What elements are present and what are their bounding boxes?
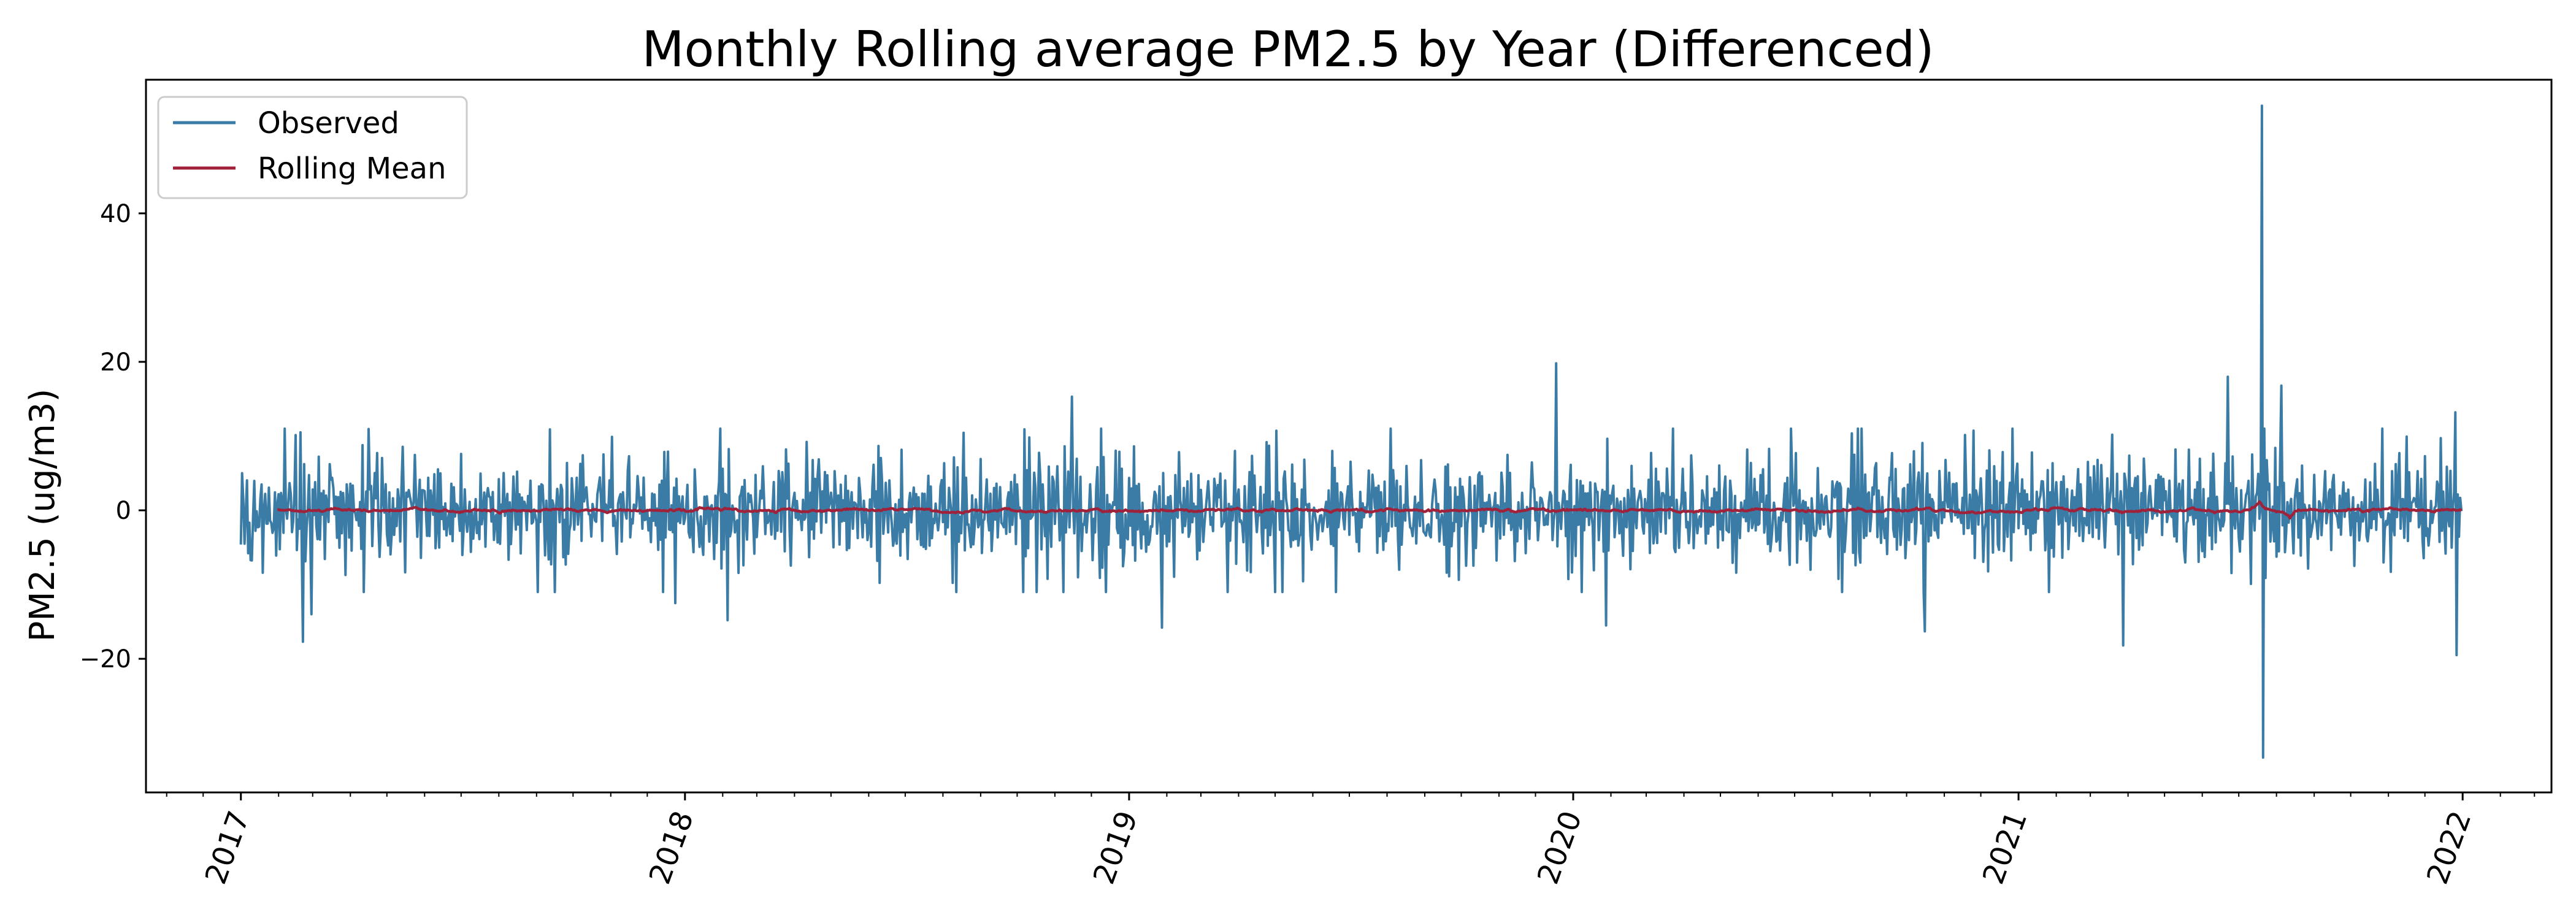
x-tick-label: 2020 [1531,807,1589,889]
series-rolling-mean-line [277,500,2463,520]
legend-label-rolling-mean: Rolling Mean [258,151,447,186]
x-tick-label: 2017 [199,807,256,889]
y-tick-label: 40 [100,200,131,228]
series-layer [239,104,2463,759]
series-observed-line [239,104,2463,759]
x-tick-label: 2021 [1976,807,2034,889]
y-axis: −20 0 20 40 [80,200,146,673]
plot-frame [145,79,2553,794]
y-tick-label: −20 [80,645,131,673]
x-tick-label: 2019 [1087,807,1144,889]
x-tick-label: 2022 [2420,807,2478,889]
legend-label-observed: Observed [258,106,399,140]
legend: Observed Rolling Mean [157,96,468,199]
y-tick-label: 0 [116,497,131,525]
y-axis-label: PM2.5 (ug/m3) [23,389,63,642]
x-tick-label: 2018 [643,807,700,889]
x-axis: 2017 2018 2019 2020 2021 2022 [166,792,2536,889]
y-tick-label: 20 [100,348,131,377]
chart-title: Monthly Rolling average PM2.5 by Year (D… [642,21,1934,78]
